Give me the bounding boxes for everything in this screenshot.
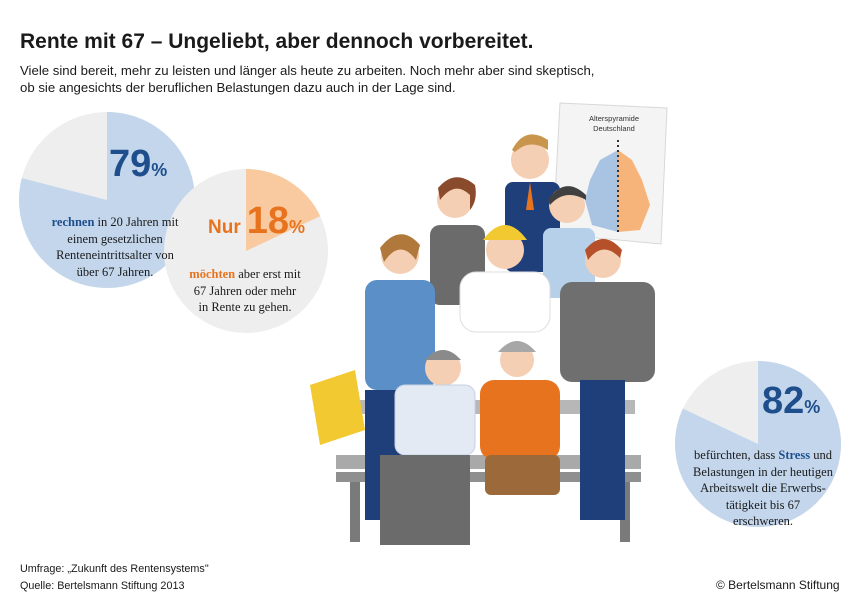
pct-79-value: 79 — [109, 143, 152, 185]
pct-18-label: Nur 18% — [208, 200, 305, 243]
pie-chart-79 — [19, 112, 196, 288]
circle-18-line1: möchten aber erst mit — [189, 267, 301, 281]
person-center-hardhat — [459, 225, 551, 333]
circle-82-line5: erschweren. — [732, 514, 794, 528]
circle-82-text: befürchten, dass Stress und Belastungen … — [678, 447, 848, 530]
circle-79-line2: einem gesetzlichen — [67, 231, 163, 246]
pct-82-label: 82% — [762, 380, 820, 423]
pct-18-value: 18 — [246, 200, 290, 242]
pct-79-unit: % — [151, 160, 168, 180]
pct-82-value: 82 — [762, 380, 805, 422]
circle-82-line2: Belastungen in der heutigen — [693, 464, 833, 479]
circle-82-line4: tätigkeit bis 67 — [725, 497, 801, 512]
circle-82-line1: befürchten, dass Stress und — [694, 448, 832, 462]
page-subtitle: Viele sind bereit, mehr zu leisten und l… — [20, 62, 620, 96]
pct-18-prefix: Nur — [208, 217, 241, 238]
person-right-shirt — [560, 239, 655, 520]
person-seated-man — [380, 350, 476, 545]
pie-slice-value — [19, 112, 196, 288]
pie-chart-18 — [164, 169, 328, 333]
circle-79-line4: über 67 Jahren. — [76, 264, 154, 279]
circle-79-text: rechnen in 20 Jahren mit einem gesetzlic… — [30, 214, 200, 280]
people-illustration: Alterspyramide Deutschland — [310, 102, 668, 545]
page-title: Rente mit 67 – Ungeliebt, aber dennoch v… — [20, 30, 534, 53]
circle-18-text: möchten aber erst mit 67 Jahren oder meh… — [170, 266, 320, 316]
pie-slice-value — [675, 361, 841, 527]
pie-chart-82 — [675, 361, 841, 527]
footer-source: Quelle: Bertelsmann Stiftung 2013 — [20, 580, 185, 592]
person-back-right — [543, 186, 595, 298]
circle-82-line3: Arbeitswelt die Erwerbs- — [700, 481, 826, 495]
poster-title-line1: Alterspyramide — [589, 114, 639, 123]
subtitle-line-2: ob sie angesichts der beruflichen Belast… — [20, 80, 456, 95]
footer-copyright: © Bertelsmann Stiftung — [716, 578, 840, 592]
pct-18-unit: % — [289, 217, 306, 237]
circle-18-line2: 67 Jahren oder mehr — [193, 283, 297, 298]
subtitle-line-1: Viele sind bereit, mehr zu leisten und l… — [20, 63, 595, 78]
circle-79-line3: Renteneintrittsalter von — [56, 248, 174, 262]
circle-18-line3: in Rente zu gehen. — [198, 300, 292, 314]
person-seated-woman-orange — [480, 341, 560, 495]
age-pyramid-poster: Alterspyramide Deutschland — [552, 102, 668, 245]
pct-82-unit: % — [804, 397, 821, 417]
circle-79-line1: rechnen in 20 Jahren mit — [51, 215, 179, 229]
poster-title-line2: Deutschland — [593, 124, 635, 133]
pie-slice-value — [246, 169, 321, 251]
footer-survey: Umfrage: „Zukunft des Rentensystems" — [20, 563, 209, 575]
pct-79-label: 79% — [109, 143, 167, 186]
